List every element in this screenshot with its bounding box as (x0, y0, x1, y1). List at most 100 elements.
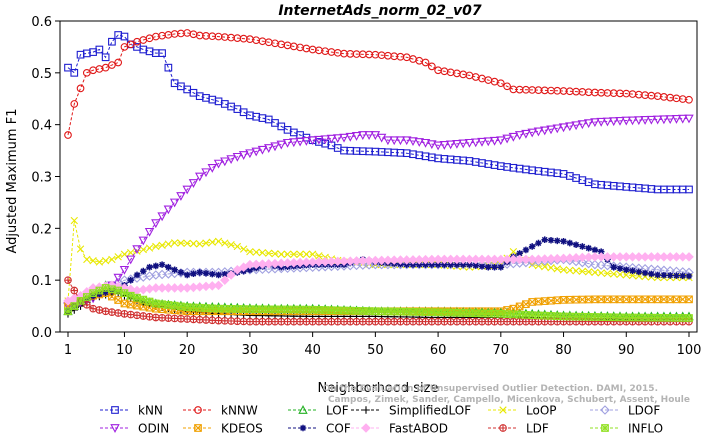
point-odin (307, 136, 318, 146)
point-cof (491, 263, 498, 271)
point-loop (189, 239, 198, 248)
point-odin (540, 126, 550, 136)
point-odin (257, 145, 268, 155)
point-inflo (678, 314, 687, 322)
watermark: On the Evaluation of Unsupervised Outlie… (323, 384, 690, 405)
point-inflo (427, 308, 436, 317)
point-fastabod (470, 254, 481, 265)
point-odin (514, 131, 525, 140)
point-odin (301, 137, 312, 146)
point-loop (95, 258, 104, 266)
point-cof (629, 267, 636, 275)
point-ldf (239, 317, 248, 326)
point-ldof (414, 259, 425, 270)
point-ldf (283, 317, 292, 326)
point-ldf (490, 317, 499, 326)
point-odin (232, 152, 243, 162)
point-ldf (170, 314, 179, 323)
point-ldf (434, 317, 442, 326)
point-loop (258, 249, 267, 257)
point-fastabod (596, 252, 606, 262)
point-knn (108, 37, 116, 46)
point-loop (239, 245, 248, 253)
point-knn (145, 47, 154, 56)
point-fastabod (307, 257, 318, 267)
point-fastabod (640, 252, 650, 262)
legend-label-loop: LoOP (526, 404, 557, 418)
point-fastabod (684, 252, 694, 262)
point-cof (215, 271, 222, 279)
point-cof (190, 270, 197, 277)
point-odin (201, 168, 211, 178)
point-inflo (258, 305, 267, 314)
point-odin (659, 115, 669, 125)
point-odin (596, 117, 606, 127)
point-cof (673, 272, 680, 279)
point-ldf (95, 306, 104, 314)
series-layer (63, 29, 694, 326)
series-knnw (64, 29, 693, 139)
axes: 0.0 0.1 0.2 0.3 0.4 0.5 0.6 1 10 20 30 40 50 60 70 80 90… (31, 15, 701, 358)
point-odin (684, 114, 694, 124)
point-fastabod (433, 254, 443, 265)
point-ldf (70, 286, 79, 295)
point-odin (157, 212, 167, 222)
point-cof (666, 272, 674, 279)
point-odin (489, 136, 500, 146)
point-odin (132, 245, 142, 255)
point-ldf (503, 317, 511, 326)
point-ldf (358, 317, 367, 326)
point-inflo (572, 312, 580, 321)
point-inflo (315, 306, 323, 314)
legend-marker-ldf (499, 424, 507, 432)
point-inflo (597, 313, 606, 321)
x-tick-label: 50 (367, 343, 384, 358)
point-odin (533, 127, 544, 137)
point-fastabod (458, 254, 468, 265)
point-ldf (346, 317, 355, 326)
point-inflo (358, 307, 367, 315)
legend-marker-kdeos (194, 424, 202, 432)
point-knnw (415, 56, 424, 65)
point-cof (478, 263, 486, 270)
point-fastabod (389, 255, 399, 265)
legend-label-kdeos: KDEOS (221, 422, 263, 434)
point-ldf (202, 316, 210, 324)
point-ldf (145, 312, 154, 321)
point-odin (182, 185, 192, 195)
point-fastabod (615, 252, 625, 262)
series-knn (64, 31, 693, 194)
point-inflo (415, 308, 424, 316)
point-knnw (427, 62, 436, 71)
point-inflo (578, 312, 587, 321)
point-inflo (158, 300, 166, 309)
point-inflo (522, 311, 530, 319)
point-inflo (133, 293, 141, 302)
point-odin (502, 134, 512, 144)
point-inflo (484, 309, 493, 318)
point-fastabod (238, 262, 249, 272)
point-knnw (70, 100, 79, 108)
point-ldf (264, 317, 273, 326)
point-cof (102, 288, 109, 296)
point-loop (152, 242, 160, 251)
legend-marker-cof (299, 424, 307, 432)
point-kdeos (603, 295, 612, 304)
point-odin (395, 136, 406, 146)
watermark-line-2: On the Evaluation of Unsupervised Outlie… (323, 384, 658, 394)
point-odin (345, 132, 355, 142)
point-inflo (327, 306, 336, 315)
legend-marker-lof (298, 405, 308, 414)
point-ldf (158, 313, 166, 322)
point-inflo (534, 311, 543, 320)
point-loop (597, 269, 605, 277)
point-inflo (89, 289, 97, 297)
point-odin (665, 115, 675, 125)
point-fastabod (477, 254, 487, 265)
point-odin (621, 116, 631, 126)
point-odin (414, 138, 424, 147)
point-knn (685, 185, 693, 194)
point-odin (213, 159, 224, 169)
point-fastabod (314, 257, 324, 267)
point-inflo (340, 306, 348, 315)
